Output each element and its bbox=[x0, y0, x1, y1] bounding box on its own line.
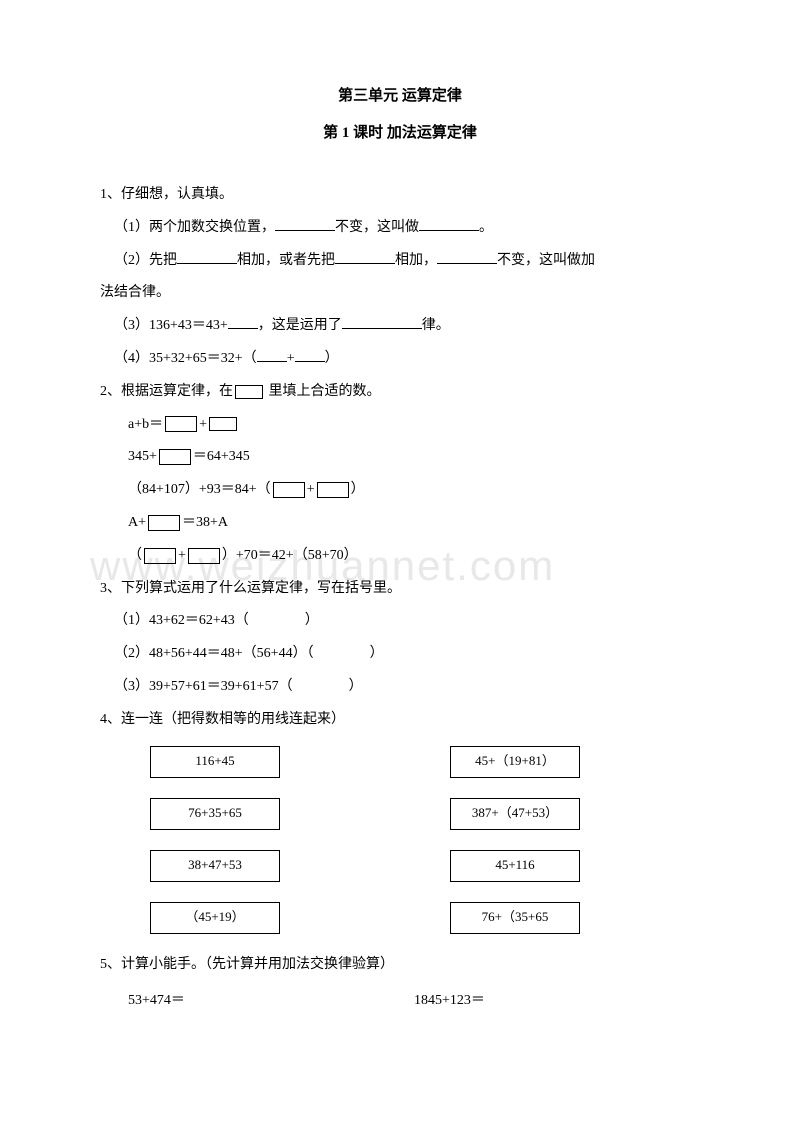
blank-box[interactable] bbox=[148, 515, 180, 531]
text: （1）两个加数交换位置， bbox=[114, 220, 275, 235]
text: （3）136+43＝43+ bbox=[114, 318, 228, 333]
text: + bbox=[178, 548, 186, 563]
blank[interactable] bbox=[342, 315, 422, 329]
text: （4）35+32+65＝32+（ bbox=[114, 351, 257, 366]
match-left-col: 116+45 76+35+65 38+47+53 （45+19） bbox=[150, 746, 280, 934]
text: + bbox=[199, 417, 207, 432]
blank[interactable] bbox=[275, 217, 335, 231]
blank-box[interactable] bbox=[188, 548, 220, 564]
q3-heading: 3、下列算式运用了什么运算定律，写在括号里。 bbox=[100, 574, 700, 605]
match-item[interactable]: 387+（47+53） bbox=[450, 798, 580, 830]
match-item[interactable]: 76+（35+65 bbox=[450, 902, 580, 934]
text: ，这是运用了 bbox=[258, 318, 342, 333]
text: ＝38+A bbox=[182, 515, 228, 530]
q5-calc2: 1845+123＝ bbox=[414, 986, 700, 1017]
blank-box[interactable] bbox=[273, 482, 305, 498]
match-container: 116+45 76+35+65 38+47+53 （45+19） 45+（19+… bbox=[100, 746, 700, 934]
q1-p4: （4）35+32+65＝32+（ + ） bbox=[100, 344, 700, 375]
text: 相加，或者先把 bbox=[237, 253, 335, 268]
q2-l3: （84+107）+93＝84+（ + ） bbox=[100, 475, 700, 506]
q5-calc1: 53+474＝ bbox=[128, 986, 414, 1017]
text: 律。 bbox=[422, 318, 450, 333]
text: （84+107）+93＝84+（ bbox=[128, 482, 271, 497]
q1-heading: 1、仔细想，认真填。 bbox=[100, 180, 700, 211]
blank[interactable] bbox=[177, 250, 237, 264]
match-item[interactable]: 45+116 bbox=[450, 850, 580, 882]
q2-l2: 345+ ＝64+345 bbox=[100, 442, 700, 473]
text: 。 bbox=[479, 220, 493, 235]
page-content: 第三单元 运算定律 第 1 课时 加法运算定律 1、仔细想，认真填。 （1）两个… bbox=[100, 80, 700, 1017]
unit-title: 第三单元 运算定律 bbox=[100, 80, 700, 113]
q2-l1: a+b＝ + bbox=[100, 410, 700, 441]
blank-box[interactable] bbox=[144, 548, 176, 564]
text: （2）先把 bbox=[114, 253, 177, 268]
text: 不变，这叫做加 bbox=[497, 253, 595, 268]
text: ＝64+345 bbox=[193, 449, 250, 464]
q5-heading: 5、计算小能手。（先计算并用加法交换律验算） bbox=[100, 950, 700, 981]
blank[interactable] bbox=[419, 217, 479, 231]
match-item[interactable]: （45+19） bbox=[150, 902, 280, 934]
match-right-col: 45+（19+81） 387+（47+53） 45+116 76+（35+65 bbox=[450, 746, 580, 934]
q2-heading: 2、根据运算定律，在 里填上合适的数。 bbox=[100, 377, 700, 408]
match-item[interactable]: 45+（19+81） bbox=[450, 746, 580, 778]
box-icon bbox=[235, 385, 263, 399]
text: 相加， bbox=[395, 253, 437, 268]
text: ） bbox=[325, 351, 339, 366]
text: A+ bbox=[128, 515, 146, 530]
blank[interactable] bbox=[437, 250, 497, 264]
q1-p1: （1）两个加数交换位置， 不变，这叫做 。 bbox=[100, 213, 700, 244]
text: a+b＝ bbox=[128, 417, 163, 432]
q4-heading: 4、连一连（把得数相等的用线连起来） bbox=[100, 705, 700, 736]
blank-box[interactable] bbox=[165, 416, 197, 432]
text: + bbox=[287, 351, 295, 366]
blank-box[interactable] bbox=[209, 417, 237, 431]
lesson-title: 第 1 课时 加法运算定律 bbox=[100, 117, 700, 150]
text: 2、根据运算定律，在 bbox=[100, 384, 233, 399]
text: ） bbox=[351, 482, 365, 497]
q5-row: 53+474＝ 1845+123＝ bbox=[100, 986, 700, 1017]
q3-l3: （3）39+57+61＝39+61+57（ ） bbox=[100, 672, 700, 703]
match-item[interactable]: 116+45 bbox=[150, 746, 280, 778]
q1-p2-cont: 法结合律。 bbox=[100, 278, 700, 309]
text: ）+70＝42+（58+70） bbox=[222, 548, 358, 563]
blank-box[interactable] bbox=[317, 482, 349, 498]
match-item[interactable]: 38+47+53 bbox=[150, 850, 280, 882]
q3-l2: （2）48+56+44＝48+（56+44）（ ） bbox=[100, 639, 700, 670]
text: + bbox=[307, 482, 315, 497]
q1-p2: （2）先把 相加，或者先把 相加， 不变，这叫做加 bbox=[100, 246, 700, 277]
blank[interactable] bbox=[295, 348, 325, 362]
q2-l5: （ + ）+70＝42+（58+70） bbox=[100, 541, 700, 572]
q2-l4: A+ ＝38+A bbox=[100, 508, 700, 539]
q3-l1: （1）43+62＝62+43（ ） bbox=[100, 606, 700, 637]
text: 345+ bbox=[128, 449, 157, 464]
text: 不变，这叫做 bbox=[335, 220, 419, 235]
blank[interactable] bbox=[257, 348, 287, 362]
text: （ bbox=[128, 548, 142, 563]
text: 里填上合适的数。 bbox=[265, 384, 381, 399]
blank-box[interactable] bbox=[159, 449, 191, 465]
match-item[interactable]: 76+35+65 bbox=[150, 798, 280, 830]
blank[interactable] bbox=[335, 250, 395, 264]
blank[interactable] bbox=[228, 315, 258, 329]
q1-p3: （3）136+43＝43+ ，这是运用了 律。 bbox=[100, 311, 700, 342]
